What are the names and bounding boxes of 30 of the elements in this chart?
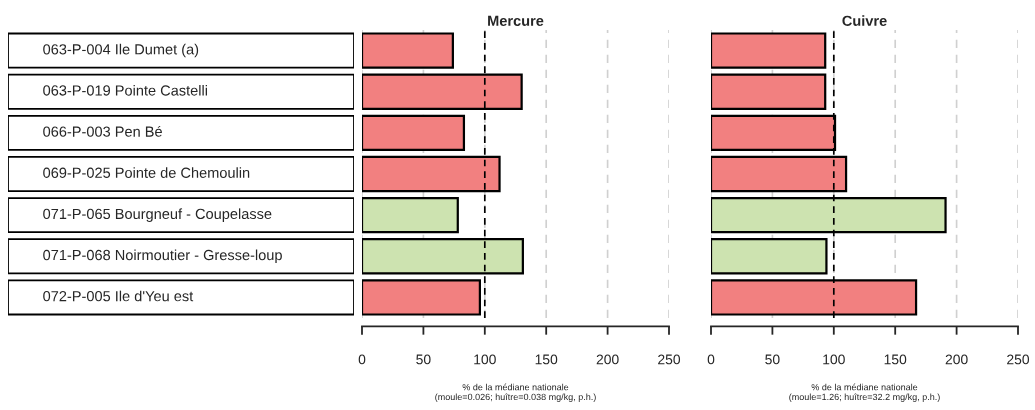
y-tick-label: 072-P-005 Ile d'Yeu est	[43, 290, 194, 302]
y-tick-label: 071-P-065 Bourgneuf - Coupelasse	[43, 208, 272, 222]
x-tick-label: 100	[823, 354, 845, 365]
x-tick-label: 50	[416, 354, 431, 365]
bar	[711, 73, 827, 110]
y-tick-label: 063-P-004 Ile Dumet (a)	[43, 43, 199, 58]
bar	[362, 196, 459, 234]
x-tick-label: 250	[1007, 354, 1030, 365]
bar	[362, 279, 481, 316]
chart-title: Cuivre	[842, 15, 887, 26]
y-tick-label: 063-P-019 Pointe Castelli	[43, 84, 207, 96]
y-tick-label: 069-P-025 Pointe de Chemoulin	[43, 167, 250, 178]
y-tick-label: 066-P-003 Pen Bé	[43, 125, 162, 137]
x-tick-label: 100	[474, 354, 496, 365]
x-tick-label: 150	[884, 354, 907, 365]
bar	[711, 238, 828, 275]
x-tick-label: 250	[658, 354, 681, 365]
x-tick-label: 200	[596, 354, 619, 365]
x-axis-title: % de la médiane nationale (moule=1.26; huître=32.2 mg/kg, p.h.)	[789, 383, 940, 402]
bar	[362, 32, 454, 69]
bar	[711, 32, 827, 69]
x-tick-label: 150	[535, 354, 558, 365]
chart-title: Mercure	[488, 15, 544, 26]
y-tick-label: 071-P-068 Noirmoutier - Gresse-loup	[43, 249, 282, 264]
x-axis-title: % de la médiane nationale (moule=0.026; huître=0.038 mg/kg, p.h.)	[435, 383, 596, 402]
x-tick-label: 0	[707, 354, 715, 365]
bar	[362, 114, 466, 152]
x-tick-label: 50	[765, 354, 780, 365]
x-tick-label: 0	[358, 354, 366, 365]
x-tick-label: 200	[945, 354, 968, 365]
